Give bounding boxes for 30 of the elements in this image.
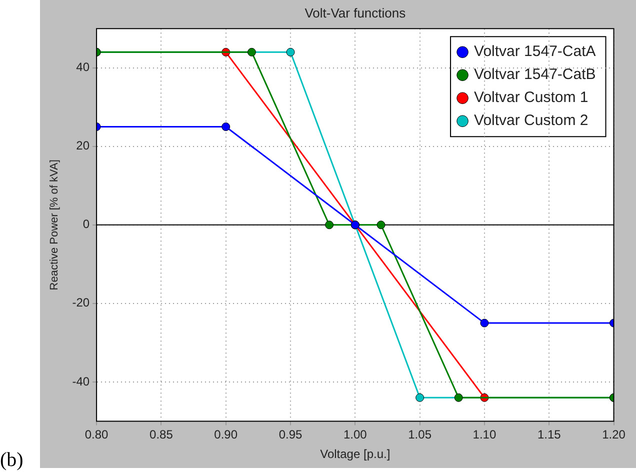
- point: [416, 393, 424, 402]
- y-tick-label: 40: [76, 60, 90, 74]
- x-tick-label: 0.85: [150, 428, 174, 442]
- x-tick-label: 0.80: [84, 428, 109, 442]
- x-tick-label: 1.05: [408, 428, 432, 442]
- x-tick-label: 1.10: [472, 428, 496, 442]
- legend-label: Voltvar Custom 2: [474, 112, 588, 130]
- text: (b): [0, 449, 24, 472]
- chart-title: Volt-Var functions: [304, 5, 406, 20]
- x-tick-label: 1.00: [343, 428, 368, 442]
- point: [247, 48, 256, 56]
- y-axis-title: Reactive Power [% of kVA]: [48, 160, 61, 290]
- y-tick-label: 0: [82, 217, 90, 232]
- point: [286, 48, 295, 56]
- point: [480, 318, 489, 328]
- legend-label: Voltvar 1547-CatA: [474, 43, 596, 60]
- x-tick-label: 1.20: [602, 428, 626, 442]
- x-tick-label: 0.95: [278, 428, 303, 442]
- legend-label: Voltvar 1547-CatB: [474, 66, 596, 84]
- y-tick-label: -40: [72, 374, 90, 388]
- x-axis-title: Voltage [p.u.]: [320, 447, 390, 462]
- y-tick-label: 20: [76, 138, 90, 153]
- point: [325, 220, 334, 230]
- point: [454, 393, 463, 402]
- y-tick-label: -20: [72, 296, 90, 310]
- x-tick-label: 1.15: [537, 428, 562, 442]
- point: [222, 122, 230, 131]
- point: [376, 220, 386, 230]
- legend-label: Voltvar Custom 1: [474, 89, 588, 106]
- x-tick-label: 0.90: [214, 428, 238, 442]
